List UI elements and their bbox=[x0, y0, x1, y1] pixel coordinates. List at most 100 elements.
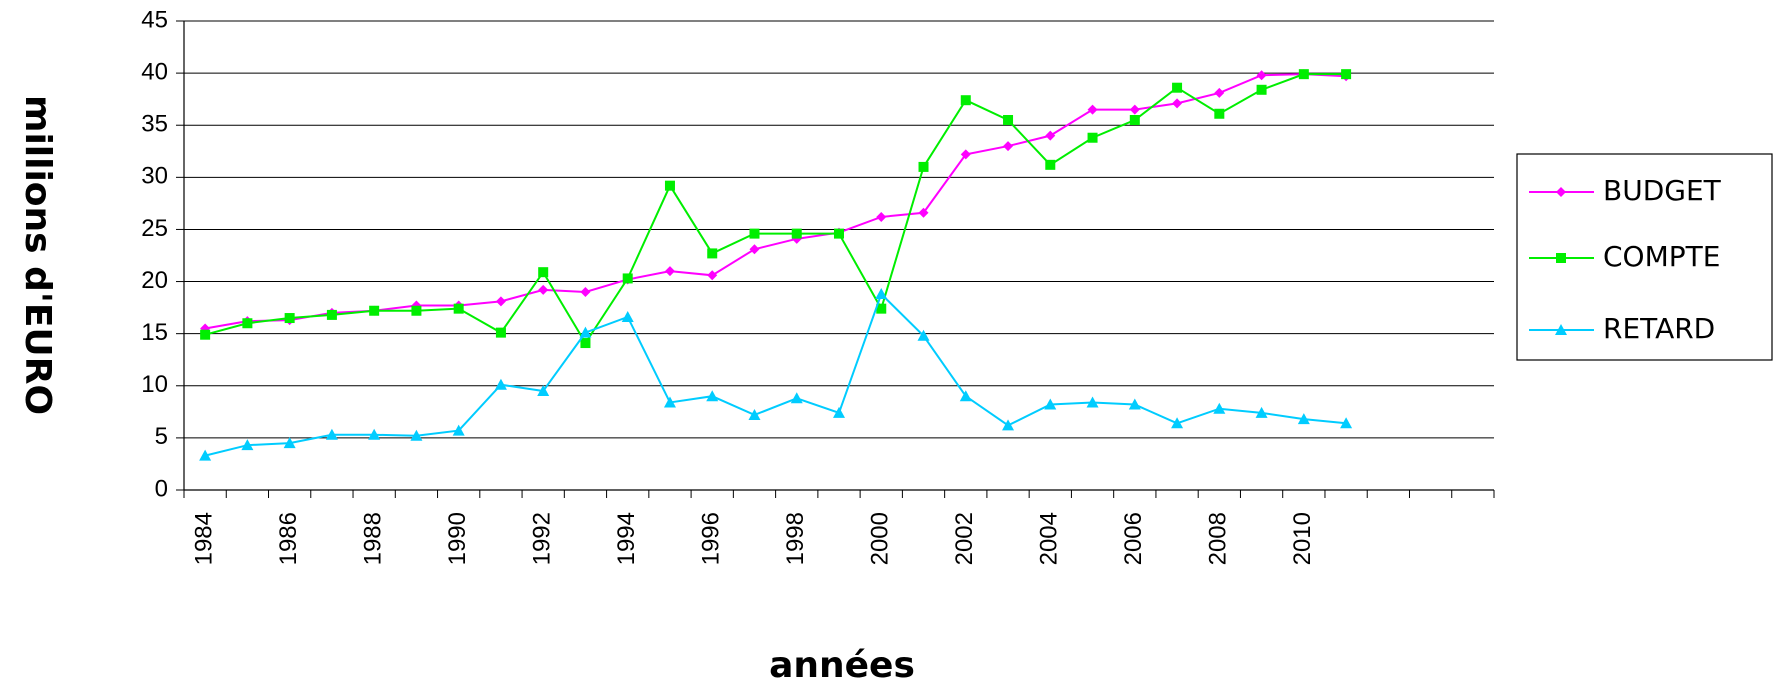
data-point bbox=[1214, 108, 1225, 119]
data-point bbox=[1003, 141, 1014, 152]
legend-label: RETARD bbox=[1603, 312, 1715, 345]
data-point bbox=[580, 338, 591, 349]
data-point bbox=[707, 270, 718, 281]
data-point bbox=[1256, 70, 1267, 81]
x-tick-label: 1988 bbox=[360, 512, 387, 565]
x-tick-label: 1992 bbox=[529, 512, 556, 565]
data-point bbox=[918, 161, 929, 172]
data-point bbox=[664, 180, 675, 191]
data-point bbox=[1086, 396, 1099, 408]
data-point bbox=[622, 273, 633, 284]
data-point bbox=[369, 305, 380, 316]
data-point bbox=[410, 429, 423, 441]
data-point bbox=[960, 95, 971, 106]
data-point bbox=[1255, 406, 1268, 418]
data-point bbox=[917, 329, 930, 341]
y-tick-label: 10 bbox=[141, 371, 168, 398]
data-point bbox=[495, 296, 506, 307]
x-tick-label: 1986 bbox=[275, 512, 302, 565]
data-point bbox=[537, 384, 550, 396]
data-point bbox=[876, 303, 887, 314]
data-point bbox=[707, 248, 718, 259]
x-tick-label: 2010 bbox=[1289, 512, 1316, 565]
x-tick-label: 2004 bbox=[1036, 512, 1063, 565]
data-point bbox=[411, 305, 422, 316]
data-point bbox=[1128, 398, 1141, 410]
series-line bbox=[204, 292, 1347, 457]
data-point bbox=[918, 207, 929, 218]
y-tick-label: 15 bbox=[141, 319, 168, 346]
data-point bbox=[1340, 417, 1353, 429]
x-tick-label: 2006 bbox=[1120, 512, 1147, 565]
x-tick-label: 2000 bbox=[867, 512, 894, 565]
data-point bbox=[876, 211, 887, 222]
data-point bbox=[1213, 402, 1226, 414]
x-tick-label: 2002 bbox=[951, 512, 978, 565]
data-point bbox=[1087, 132, 1098, 143]
data-point bbox=[748, 408, 761, 420]
data-point bbox=[960, 149, 971, 160]
legend-marker bbox=[1555, 324, 1567, 335]
y-tick-label: 25 bbox=[141, 215, 168, 242]
data-point bbox=[1045, 159, 1056, 170]
x-tick-label: 1994 bbox=[613, 512, 640, 565]
data-point bbox=[1298, 69, 1309, 80]
data-point bbox=[1297, 413, 1310, 425]
y-tick-label: 30 bbox=[141, 163, 168, 190]
data-point bbox=[1171, 417, 1184, 429]
y-tick-label: 40 bbox=[141, 58, 168, 85]
data-point bbox=[241, 439, 254, 451]
x-tick-label: 1990 bbox=[444, 512, 471, 565]
data-point bbox=[833, 406, 845, 418]
data-point bbox=[875, 288, 888, 300]
data-point bbox=[1003, 115, 1014, 126]
data-point bbox=[199, 449, 212, 461]
data-point bbox=[664, 266, 675, 277]
data-point bbox=[749, 244, 760, 255]
x-tick-label: 1998 bbox=[782, 512, 809, 565]
y-tick-label: 0 bbox=[155, 475, 168, 502]
data-point bbox=[1214, 87, 1225, 98]
x-tick-label: 1996 bbox=[698, 512, 725, 565]
data-point bbox=[834, 228, 844, 239]
data-point bbox=[242, 318, 253, 329]
data-point bbox=[325, 428, 338, 440]
data-point bbox=[495, 327, 506, 338]
y-axis-title: millions d'EURO bbox=[17, 95, 58, 415]
data-point bbox=[1129, 104, 1140, 115]
data-point bbox=[1002, 419, 1015, 431]
legend-marker bbox=[1556, 187, 1566, 197]
data-point bbox=[790, 392, 803, 404]
data-point bbox=[749, 228, 760, 239]
data-point bbox=[538, 267, 549, 278]
y-tick-label: 5 bbox=[155, 423, 168, 450]
data-point bbox=[1087, 104, 1098, 115]
data-point bbox=[791, 228, 802, 239]
legend-label: COMPTE bbox=[1603, 240, 1720, 273]
data-point bbox=[326, 309, 337, 320]
data-point bbox=[959, 390, 972, 402]
data-point bbox=[1172, 82, 1183, 93]
data-point bbox=[452, 424, 465, 436]
series-line bbox=[204, 73, 1347, 345]
data-point bbox=[1045, 130, 1056, 141]
series-line bbox=[204, 73, 1347, 330]
data-point bbox=[494, 378, 507, 390]
data-point bbox=[621, 310, 634, 322]
data-point bbox=[1044, 398, 1057, 410]
data-point bbox=[1256, 84, 1267, 95]
data-point bbox=[538, 284, 549, 295]
data-point bbox=[1341, 69, 1352, 80]
x-tick-label: 2008 bbox=[1205, 512, 1232, 565]
y-tick-label: 35 bbox=[141, 111, 168, 138]
data-point bbox=[706, 390, 719, 402]
x-axis-title: années bbox=[769, 645, 915, 686]
data-point bbox=[283, 437, 296, 449]
data-point bbox=[453, 303, 464, 314]
data-point bbox=[284, 313, 295, 324]
y-tick-label: 20 bbox=[141, 267, 168, 294]
data-point bbox=[368, 428, 381, 440]
x-tick-label: 1984 bbox=[190, 512, 217, 565]
data-point bbox=[1129, 115, 1140, 126]
